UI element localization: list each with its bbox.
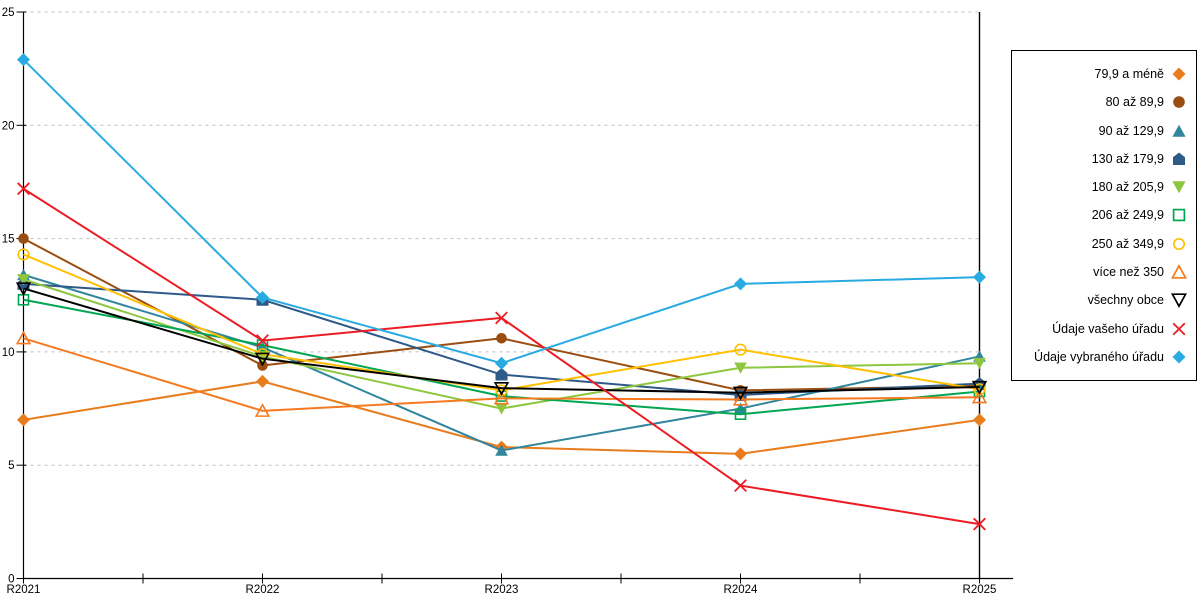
marker-diamond — [734, 277, 747, 291]
legend-item: 180 až 205,9 — [1012, 173, 1196, 201]
marker-triangle-down — [15, 282, 32, 297]
legend-marker-shape — [1171, 264, 1187, 279]
marker-circle — [734, 343, 747, 356]
marker-x — [734, 479, 747, 493]
marker-triangle-down — [973, 357, 986, 370]
legend-item: 206 až 249,9 — [1012, 201, 1196, 229]
marker-x — [17, 182, 30, 196]
marker-triangle-down — [971, 380, 988, 395]
legend-diamond-icon — [1172, 350, 1186, 364]
legend-label: všechny obce — [1087, 293, 1164, 308]
marker-triangle-down — [17, 274, 30, 286]
legend-marker-shape — [1172, 237, 1186, 250]
y-tick-label: 25 — [2, 7, 15, 19]
marker-diamond — [973, 413, 986, 427]
legend-item: 250 až 349,9 — [1012, 230, 1196, 258]
legend-label: Údaje vašeho úřadu — [1052, 321, 1164, 336]
legend-square-icon — [1172, 209, 1186, 222]
legend-label: 90 až 129,9 — [1098, 123, 1164, 138]
legend-marker-shape — [1172, 181, 1186, 194]
legend-diamond-icon — [1172, 67, 1186, 81]
marker-triangle-down — [254, 352, 271, 367]
marker-diamond — [734, 447, 747, 461]
legend-triangle-up-icon — [1171, 264, 1187, 279]
legend-label: 79,9 a méně — [1094, 67, 1165, 81]
y-tick-label: 15 — [2, 234, 15, 246]
marker-triangle-up — [732, 391, 749, 406]
y-tick-label: 20 — [2, 120, 15, 132]
marker-diamond — [973, 270, 986, 284]
legend-marker-shape — [1172, 322, 1186, 336]
x-tick-label: R2023 — [485, 584, 519, 596]
y-tick-label: 5 — [8, 460, 14, 472]
legend-item: více než 350 — [1012, 258, 1196, 286]
legend-item: 130 až 179,9 — [1012, 145, 1196, 173]
series-line — [23, 287, 980, 394]
y-tick-label: 0 — [8, 574, 14, 586]
legend-triangle-up-icon — [1172, 124, 1186, 137]
marker-triangle-up — [15, 330, 32, 345]
legend-item: všechny obce — [1012, 286, 1196, 314]
legend-x-icon — [1172, 322, 1186, 336]
x-tick-label: R2021 — [7, 584, 41, 596]
legend-label: 130 až 179,9 — [1091, 151, 1164, 166]
marker-diamond — [17, 413, 30, 427]
marker-circle — [18, 233, 29, 244]
marker-diamond — [17, 53, 30, 67]
legend-label: 180 až 205,9 — [1091, 180, 1164, 195]
marker-x — [495, 311, 508, 325]
legend-marker-shape — [1172, 350, 1186, 364]
legend-item: 80 až 89,9 — [1012, 88, 1196, 116]
legend-circle-icon — [1172, 237, 1186, 250]
series-line — [23, 253, 980, 392]
legend-label: Údaje vybraného úřadu — [1034, 349, 1164, 364]
marker-triangle-down — [734, 362, 747, 374]
legend-item: Údaje vašeho úřadu — [1012, 315, 1196, 343]
marker-circle — [17, 248, 30, 261]
marker-x — [256, 334, 269, 348]
x-tick-label: R2022 — [246, 584, 280, 596]
marker-triangle-up — [971, 389, 988, 404]
legend-marker-shape — [1173, 152, 1185, 165]
legend-triangle-down-icon — [1171, 293, 1187, 309]
legend-marker-shape — [1171, 293, 1187, 309]
legend-label: 206 až 249,9 — [1091, 208, 1164, 223]
legend-item: Údaje vybraného úřadu — [1012, 343, 1196, 371]
marker-triangle-up — [493, 390, 510, 405]
marker-square — [734, 408, 747, 421]
legend-label: 250 až 349,9 — [1091, 236, 1164, 251]
series-line — [23, 337, 980, 412]
legend-item: 79,9 a méně — [1012, 60, 1196, 88]
legend-circle-icon — [1173, 96, 1185, 109]
marker-diamond — [495, 356, 508, 370]
marker-triangle-up — [495, 444, 508, 456]
marker-triangle-up — [734, 402, 747, 414]
y-tick-label: 10 — [2, 347, 15, 359]
marker-pentagon — [495, 368, 508, 381]
marker-diamond — [256, 291, 269, 305]
marker-diamond — [256, 374, 269, 388]
legend-label: více než 350 — [1093, 265, 1164, 280]
marker-x — [973, 517, 986, 531]
legend-item: 90 až 129,9 — [1012, 116, 1196, 144]
legend-marker-shape — [1172, 124, 1186, 137]
marker-circle — [496, 333, 507, 344]
legend-marker-shape — [1172, 67, 1186, 81]
legend-pentagon-icon — [1173, 152, 1185, 165]
x-tick-label: R2024 — [724, 584, 758, 596]
legend-label: 80 až 89,9 — [1105, 95, 1164, 110]
legend-triangle-down-icon — [1172, 181, 1186, 194]
x-tick-label: R2025 — [963, 584, 997, 596]
marker-triangle-down — [495, 403, 508, 415]
marker-triangle-up — [254, 403, 271, 417]
legend-marker-shape — [1172, 209, 1186, 222]
legend-box: 79,9 a méně 80 až 89,9 90 až 129,9 130 až 1… — [1011, 50, 1197, 381]
marker-triangle-down — [493, 382, 510, 396]
legend-marker-shape — [1173, 96, 1185, 109]
marker-triangle-down — [732, 386, 749, 401]
